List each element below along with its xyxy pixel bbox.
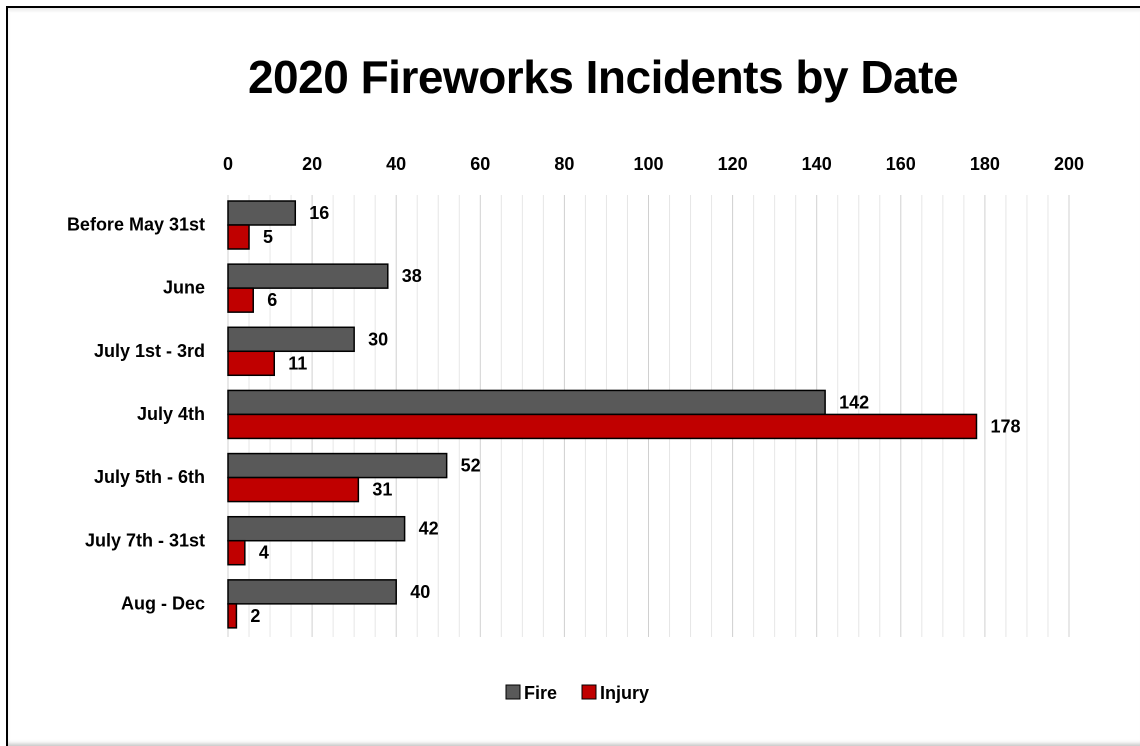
fire-data-label: 30 xyxy=(368,329,388,349)
fire-bar xyxy=(227,452,448,479)
category-label: July 5th - 6th xyxy=(94,467,205,487)
category-label: Before May 31st xyxy=(67,215,205,235)
x-tick-label: 140 xyxy=(802,154,832,174)
injury-bar xyxy=(227,539,246,566)
category-label: July 4th xyxy=(137,404,205,424)
fire-bar xyxy=(227,515,406,542)
fire-bar xyxy=(227,326,355,353)
injury-bar xyxy=(227,224,250,250)
x-tick-labels: 0 20 40 60 80 100 120 140 160 180 200 xyxy=(223,154,1084,174)
injury-data-label: 5 xyxy=(263,227,273,247)
injury-bar xyxy=(227,476,360,503)
chart-title: 2020 Fireworks Incidents by Date xyxy=(247,51,959,103)
fire-legend-swatch xyxy=(505,684,521,700)
fire-data-label: 16 xyxy=(309,203,329,223)
x-tick-label: 20 xyxy=(302,154,322,174)
injury-data-label: 6 xyxy=(267,290,277,310)
injury-bar xyxy=(227,413,978,440)
fire-bar xyxy=(227,200,297,226)
fire-legend-label: Fire xyxy=(524,683,557,703)
fire-bar xyxy=(227,579,397,605)
x-tick-label: 80 xyxy=(554,154,574,174)
x-tick-label: 60 xyxy=(470,154,490,174)
x-tick-label: 120 xyxy=(718,154,748,174)
injury-legend-swatch xyxy=(581,684,597,700)
legend: Fire Injury xyxy=(505,683,649,703)
injury-data-label: 2 xyxy=(250,606,260,626)
category-label: Aug - Dec xyxy=(121,593,205,613)
x-tick-label: 160 xyxy=(886,154,916,174)
bars xyxy=(227,200,978,629)
category-label: July 1st - 3rd xyxy=(94,341,205,361)
x-tick-label: 200 xyxy=(1054,154,1084,174)
fire-bar xyxy=(227,263,389,289)
category-label: July 7th - 31st xyxy=(85,530,205,550)
frame-shadow xyxy=(8,8,1140,13)
fire-data-label: 42 xyxy=(419,519,439,539)
fire-data-label: 40 xyxy=(410,582,430,602)
injury-bar xyxy=(227,287,254,313)
chart-frame xyxy=(6,6,1140,746)
injury-data-label: 4 xyxy=(259,543,269,563)
injury-data-label: 31 xyxy=(372,480,392,500)
fire-bar xyxy=(227,389,826,416)
injury-data-label: 178 xyxy=(990,416,1020,436)
injury-data-label: 11 xyxy=(288,353,307,373)
injury-bar xyxy=(227,350,276,377)
x-tick-label: 180 xyxy=(970,154,1000,174)
x-tick-label: 0 xyxy=(223,154,233,174)
injury-bar xyxy=(227,603,238,629)
x-tick-label: 40 xyxy=(386,154,406,174)
category-label: June xyxy=(163,278,205,298)
injury-legend-label: Injury xyxy=(600,683,649,703)
fire-data-label: 38 xyxy=(402,266,422,286)
fire-data-label: 142 xyxy=(839,392,869,412)
fire-data-label: 52 xyxy=(461,456,481,476)
category-labels: Before May 31st June July 1st - 3rd July 4t… xyxy=(67,215,205,614)
x-tick-label: 100 xyxy=(633,154,663,174)
chart-plot: 0 20 40 60 80 100 120 140 160 180 200 Before May 3… xyxy=(67,154,1084,703)
